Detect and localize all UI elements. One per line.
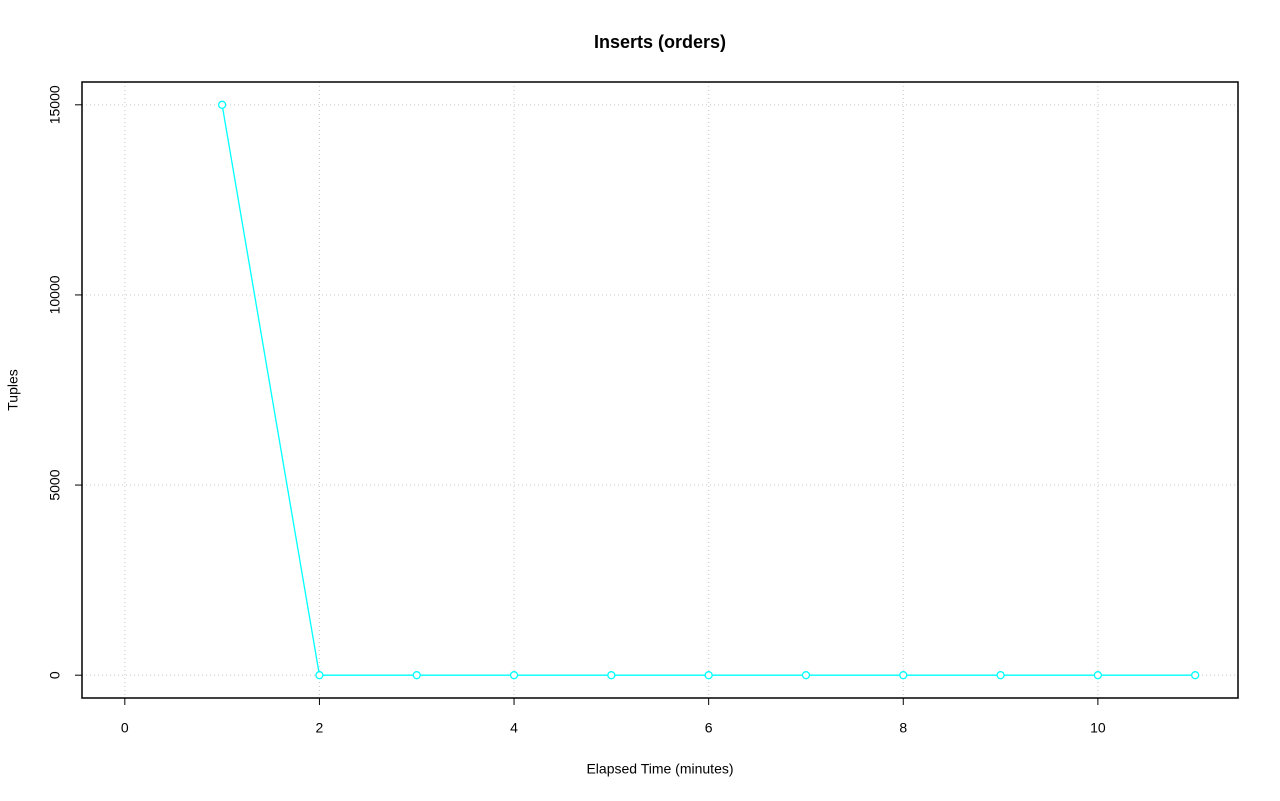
point [1093,671,1103,680]
point [412,671,421,680]
x-tick-label: 4 [510,720,518,736]
y-tick-label: 0 [47,671,63,679]
y-tick-label: 15000 [47,85,63,124]
point [315,671,324,680]
x-tick-label: 10 [1090,720,1106,736]
x-tick-label: 8 [899,720,907,736]
x-tick-label: 6 [705,720,713,736]
point [704,671,713,680]
point [1191,671,1200,680]
y-tick-label: 10000 [47,275,63,314]
x-tick-label: 2 [316,720,324,736]
point [801,671,811,680]
point [217,100,227,109]
point [607,671,616,680]
point [509,671,519,680]
point [996,671,1005,680]
x-tick-label: 0 [121,720,129,736]
y-axis-label: Tuples [5,369,21,411]
y-tick-label: 5000 [47,469,63,500]
chart-title: Inserts (orders) [594,32,726,52]
plot-frame [81,81,1239,699]
point [899,671,908,680]
x-axis-label: Elapsed Time (minutes) [586,761,733,777]
